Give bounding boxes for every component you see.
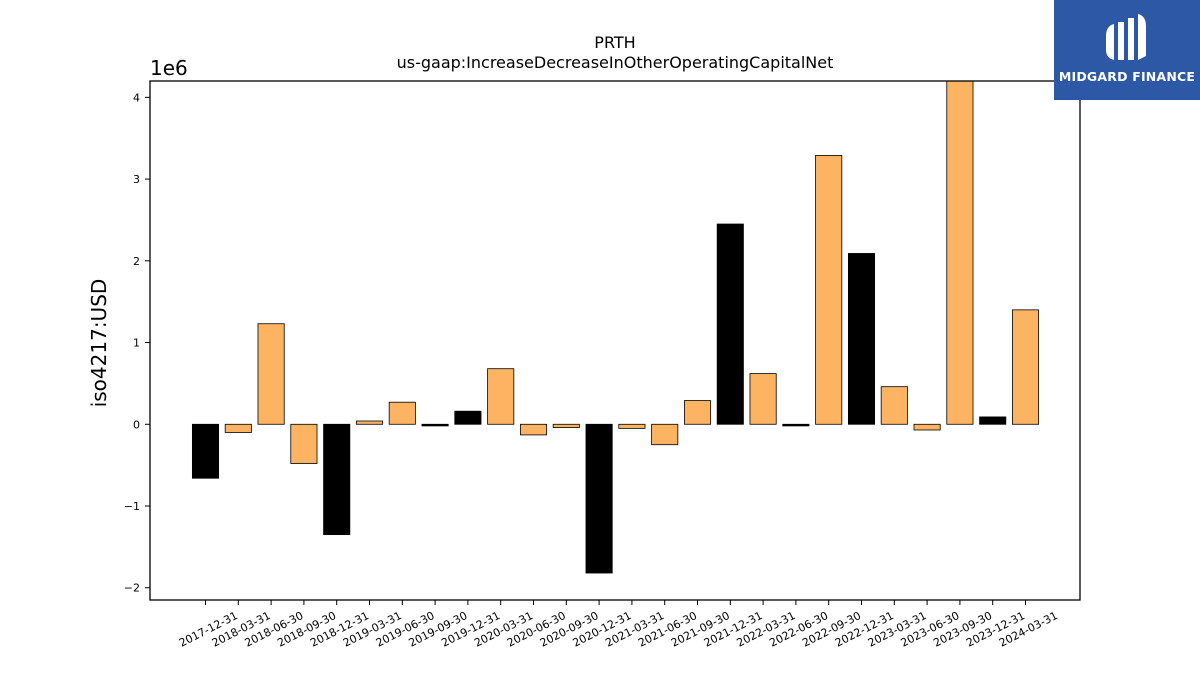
midgard-finance-logo: MIDGARD FINANCE — [1054, 0, 1200, 100]
chart-subtitle: us-gaap:IncreaseDecreaseInOtherOperating… — [397, 53, 834, 72]
bar-2022-03-31 — [749, 373, 777, 425]
bar-2019-06-30 — [388, 401, 416, 425]
bar-2022-12-31 — [847, 253, 876, 425]
bar-2019-03-31 — [355, 420, 384, 425]
bar-2021-12-31 — [716, 223, 744, 425]
bar-2020-06-30 — [519, 423, 548, 436]
bar-2023-12-31 — [979, 416, 1007, 425]
bar-2021-09-30 — [683, 400, 712, 425]
bar-2021-06-30 — [651, 423, 679, 446]
bars-group — [191, 81, 1040, 574]
y-tick-label: 2 — [133, 255, 140, 268]
bar-2018-09-30 — [290, 423, 318, 464]
bar-2019-09-30 — [421, 423, 449, 427]
y-offset-label: 1e6 — [150, 56, 188, 80]
plot-frame — [149, 80, 1081, 601]
bar-2018-06-30 — [257, 323, 285, 425]
bar-2023-06-30 — [913, 423, 941, 431]
midgard-logo-icon — [1106, 14, 1146, 60]
bar-2024-03-31 — [1011, 309, 1040, 425]
logo-text: MIDGARD FINANCE — [1058, 69, 1196, 84]
chart-title: PRTH — [594, 33, 635, 52]
y-axis: −2 −1 0 1 2 3 4 — [124, 91, 150, 595]
bar-2019-12-31 — [454, 410, 482, 425]
bar-2023-09-30 — [946, 81, 974, 425]
y-tick-label: 3 — [133, 173, 140, 186]
bar-2018-12-31 — [323, 423, 351, 536]
bar-2022-09-30 — [815, 154, 843, 425]
bar-2022-06-30 — [782, 423, 810, 427]
bar-2020-12-31 — [585, 423, 613, 574]
y-tick-label: 0 — [133, 418, 140, 431]
x-axis: 2017-12-312018-03-312018-06-302018-09-30… — [177, 600, 1060, 650]
y-tick-label: 4 — [133, 91, 140, 104]
y-tick-label: −1 — [124, 500, 140, 513]
bar-2017-12-31 — [191, 423, 220, 479]
y-tick-label: −2 — [124, 582, 140, 595]
bar-2018-03-31 — [224, 423, 252, 433]
bar-2020-09-30 — [552, 423, 580, 428]
bar-2020-03-31 — [487, 368, 515, 425]
y-tick-label: 1 — [133, 337, 140, 350]
y-axis-label: iso4217:USD — [87, 279, 111, 408]
bar-2023-03-31 — [880, 386, 908, 425]
bar-2021-03-31 — [618, 423, 646, 429]
